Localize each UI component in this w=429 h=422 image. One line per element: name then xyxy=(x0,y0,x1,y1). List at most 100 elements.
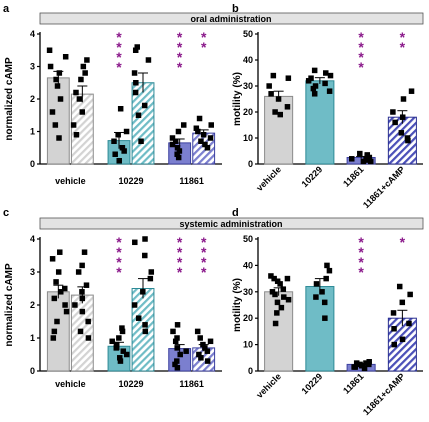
data-point xyxy=(72,302,78,308)
data-point xyxy=(396,283,403,290)
data-point xyxy=(79,295,86,302)
data-point xyxy=(174,335,180,341)
data-point xyxy=(62,54,69,60)
data-point xyxy=(284,275,291,282)
category-label: 10229 xyxy=(118,176,143,186)
data-point xyxy=(323,275,329,282)
data-point xyxy=(116,158,122,164)
data-point xyxy=(148,269,155,275)
data-point xyxy=(145,57,152,63)
data-point xyxy=(131,302,138,308)
category-label: 10229 xyxy=(118,379,143,389)
data-point xyxy=(285,75,292,81)
data-point xyxy=(119,325,125,331)
significance-mark: * xyxy=(116,264,122,280)
data-point xyxy=(284,104,291,110)
data-point xyxy=(85,318,91,325)
data-point xyxy=(196,115,203,122)
data-point xyxy=(57,96,64,102)
data-point xyxy=(55,269,62,275)
data-point xyxy=(53,279,59,285)
significance-mark: * xyxy=(201,234,207,250)
data-point xyxy=(119,145,126,151)
y-tick-label: 40 xyxy=(243,260,253,270)
data-point xyxy=(123,351,130,358)
data-point xyxy=(56,70,63,76)
data-point xyxy=(117,106,124,112)
banner-oral-text: oral administration xyxy=(190,14,271,24)
bar xyxy=(305,286,335,372)
data-point xyxy=(271,275,277,282)
data-point xyxy=(115,132,121,138)
data-point xyxy=(79,289,85,295)
data-point xyxy=(204,145,211,151)
y-tick-label: 0 xyxy=(30,159,35,169)
significance-mark: * xyxy=(116,234,122,250)
category-label: 10229 xyxy=(300,371,325,396)
data-point xyxy=(116,355,123,361)
data-point xyxy=(85,335,92,341)
y-tick-label: 30 xyxy=(243,287,253,297)
data-point xyxy=(172,361,178,368)
y-tick-label: 1 xyxy=(30,333,35,343)
data-point xyxy=(353,360,360,366)
data-point xyxy=(311,67,318,74)
significance-mark: * xyxy=(400,234,406,250)
data-point xyxy=(177,351,183,358)
data-point xyxy=(56,135,62,141)
category-label: 11861+cAMP xyxy=(361,164,407,210)
significance-mark: * xyxy=(116,244,122,260)
data-point xyxy=(180,122,187,128)
y-tick-label: 4 xyxy=(30,234,35,244)
data-point xyxy=(63,308,70,315)
data-point xyxy=(391,341,398,348)
data-point xyxy=(80,63,87,70)
data-point xyxy=(285,296,292,303)
data-point xyxy=(57,249,63,255)
data-point xyxy=(140,289,146,295)
y-tick-label: 10 xyxy=(243,133,253,143)
significance-mark: * xyxy=(358,254,364,270)
data-point xyxy=(62,285,68,292)
data-point xyxy=(390,109,396,115)
category-label: 11861 xyxy=(179,379,204,389)
y-tick-label: 50 xyxy=(243,234,253,244)
data-point xyxy=(280,286,287,292)
data-point xyxy=(116,335,122,341)
data-point xyxy=(268,273,274,279)
data-point xyxy=(274,299,281,306)
data-point xyxy=(198,138,204,144)
data-point xyxy=(109,338,115,345)
data-point xyxy=(77,328,84,335)
data-point xyxy=(133,80,139,86)
data-point xyxy=(405,137,411,144)
data-point xyxy=(352,364,359,370)
y-tick-label: 2 xyxy=(30,300,35,310)
significance-mark: * xyxy=(358,244,364,260)
y-axis-label: normalized cAMP xyxy=(4,57,15,141)
data-point xyxy=(141,102,148,109)
data-point xyxy=(272,109,278,115)
data-point xyxy=(313,281,320,287)
data-point xyxy=(111,138,117,144)
y-tick-label: 1 xyxy=(30,127,35,137)
data-point xyxy=(200,341,206,348)
significance-mark: * xyxy=(177,39,183,55)
data-point xyxy=(121,148,127,154)
data-point xyxy=(368,158,374,165)
data-point xyxy=(170,328,176,335)
y-tick-label: 10 xyxy=(243,340,253,350)
significance-mark: * xyxy=(358,39,364,55)
data-point xyxy=(391,326,397,332)
bar xyxy=(305,80,335,165)
data-point xyxy=(270,72,277,79)
data-point xyxy=(134,44,140,50)
data-point xyxy=(277,281,283,287)
data-point xyxy=(407,291,413,298)
bar xyxy=(70,93,94,165)
data-point xyxy=(183,348,189,354)
data-point xyxy=(175,154,182,161)
